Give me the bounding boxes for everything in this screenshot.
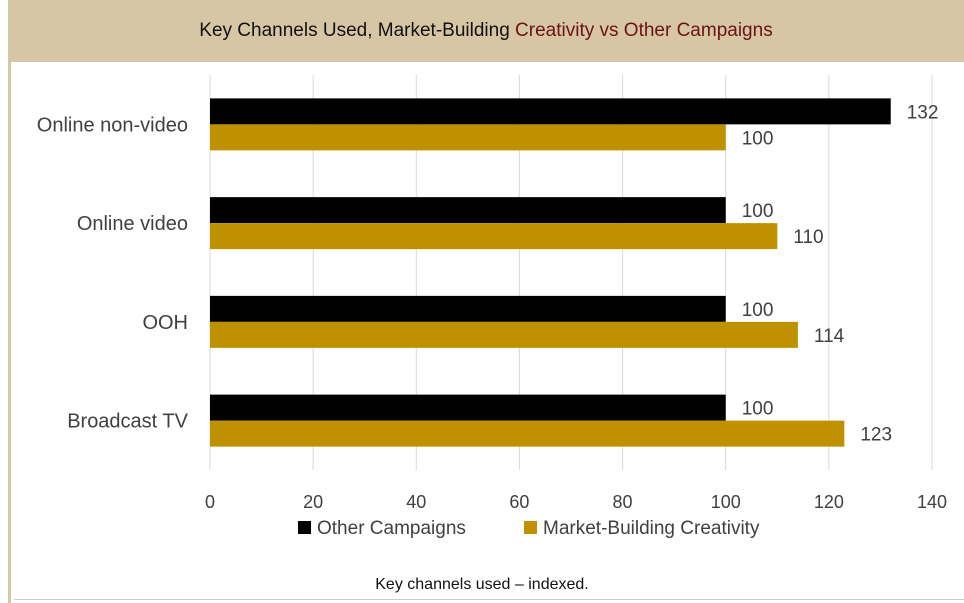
x-tick-label: 80: [613, 492, 633, 512]
bar-market-building-creativity: [210, 321, 798, 348]
data-label: 123: [860, 425, 892, 446]
left-border: [8, 62, 11, 603]
chart-title: Key Channels Used, Market-Building Creat…: [199, 20, 772, 42]
x-tick-label: 20: [303, 492, 323, 512]
category-label: OOH: [142, 312, 188, 334]
bar-other-campaigns: [210, 295, 726, 322]
bar-other-campaigns: [210, 98, 891, 125]
data-label: 100: [742, 399, 774, 420]
legend-label: Market-Building Creativity: [543, 518, 760, 539]
x-tick-label: 40: [406, 492, 426, 512]
chart-title-part2: Creativity vs Other Campaigns: [515, 20, 773, 41]
category-label: Online non-video: [37, 114, 188, 136]
x-tick-label: 140: [917, 492, 947, 512]
data-label: 100: [742, 300, 774, 321]
x-tick-label: 60: [509, 492, 529, 512]
x-tick-label: 100: [711, 492, 741, 512]
x-tick-label: 0: [205, 492, 215, 512]
legend-swatch: [298, 521, 311, 534]
chart-title-part1: Key Channels Used, Market-Building: [199, 20, 516, 41]
category-label: Online video: [77, 213, 188, 235]
data-label: 100: [742, 201, 774, 222]
bar-market-building-creativity: [210, 420, 845, 447]
bar-other-campaigns: [210, 394, 726, 421]
data-label: 100: [742, 128, 774, 149]
bar-market-building-creativity: [210, 223, 778, 250]
legend-swatch: [524, 521, 537, 534]
chart-caption: Key channels used – indexed.: [375, 576, 589, 593]
bar-market-building-creativity: [210, 124, 726, 151]
data-label: 110: [793, 227, 823, 248]
bar-chart: 0 20 40 60 80 100 120 140 Online non-video 132 100…: [37, 75, 947, 539]
data-label: 132: [907, 102, 939, 123]
legend-label: Other Campaigns: [317, 518, 466, 539]
bar-other-campaigns: [210, 197, 726, 224]
data-label: 114: [814, 326, 845, 347]
x-tick-label: 120: [814, 492, 844, 512]
category-label: Broadcast TV: [67, 411, 188, 433]
bottom-divider: [14, 599, 964, 600]
chart-title-bar: Key Channels Used, Market-Building Creat…: [8, 0, 964, 62]
